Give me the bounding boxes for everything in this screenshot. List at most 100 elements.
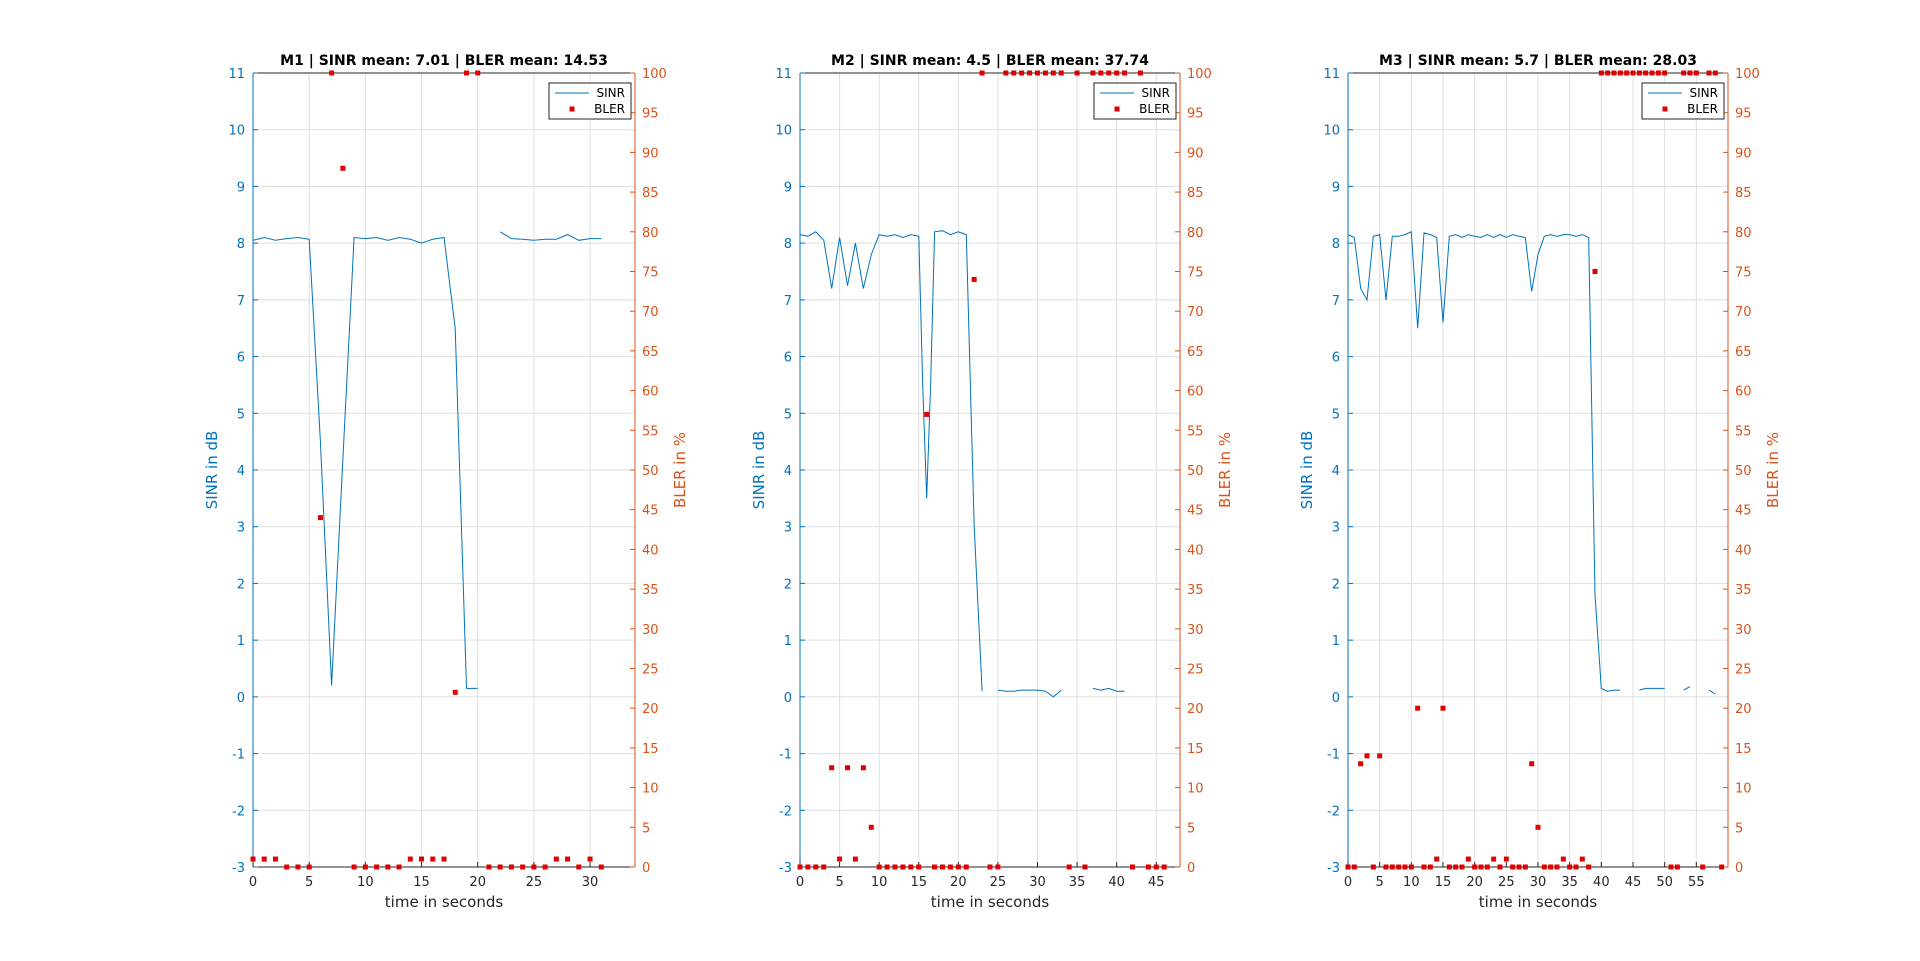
right-tick-label: 5 [642,821,650,836]
left-tick-label: 11 [775,67,792,82]
bler-point [1161,864,1167,870]
left-tick-label: 4 [237,464,245,479]
x-tick-label: 35 [1561,875,1578,890]
right-tick-label: 60 [642,385,659,400]
bler-point [1554,864,1560,870]
right-tick-label: 80 [1187,226,1204,241]
right-tick-label: 85 [642,186,659,201]
right-tick-label: 85 [1187,186,1204,201]
left-tick-label: 8 [237,237,245,252]
bler-point [295,864,301,870]
right-tick-label: 15 [642,742,659,757]
legend-box[interactable] [1641,82,1725,120]
series-sinr [799,230,1125,698]
left-tick-label: 9 [237,180,245,195]
bler-point [868,824,874,830]
bler-point [1465,856,1471,862]
bler-point [1434,856,1440,862]
legend[interactable]: SINR BLER [548,82,632,120]
right-tick-label: 40 [1187,543,1204,558]
right-tick-label: 45 [1187,504,1204,519]
bler-point [1624,70,1630,76]
bler-point [845,765,850,771]
left-tick-label: 5 [237,407,245,422]
y2-axis-label: BLER in % [1764,432,1782,508]
legend-swatch-bler [569,106,575,112]
bler-point [452,689,458,695]
left-tick-label: -2 [1327,804,1340,819]
right-tick-label: 95 [1735,107,1752,122]
x-tick-label: 25 [526,875,543,890]
bler-point [1535,824,1541,830]
x-tick-label: 30 [1530,875,1547,890]
right-tick-label: 40 [642,543,659,558]
x-tick-label: 40 [1593,875,1610,890]
right-tick-label: 35 [1187,583,1204,598]
bler-point [1472,864,1478,870]
right-tick-label: 55 [1735,424,1752,439]
bler-point [1446,864,1452,870]
left-tick-label: 3 [1332,521,1340,536]
left-tick-label: 10 [775,124,792,139]
bler-point [1383,864,1389,870]
chart-title: M1 | SINR mean: 7.01 | BLER mean: 14.53 [280,53,608,69]
left-tick-label: 6 [1332,351,1340,366]
series-sinr [252,231,602,689]
legend[interactable]: SINR BLER [1093,82,1177,120]
bler-point [250,856,256,862]
bler-point [419,856,425,862]
right-tick-label: 0 [1187,861,1195,876]
bler-point [272,856,278,862]
right-tick-label: 10 [642,782,659,797]
bler-point [1503,856,1509,862]
bler-point [1706,70,1712,76]
right-tick-label: 30 [1187,623,1204,638]
right-tick-label: 50 [1735,464,1752,479]
left-tick-label: 0 [237,691,245,706]
bler-point [1364,753,1370,759]
x-tick-label: 10 [1403,875,1420,890]
chart-panel-2: -3-2-10123456789101105101520253035404550… [750,53,1234,911]
left-tick-label: 8 [784,237,792,252]
left-tick-label: 4 [784,464,792,479]
left-tick-label: 5 [784,407,792,422]
right-tick-label: 5 [1187,821,1195,836]
legend[interactable]: SINR BLER [1641,82,1725,120]
bler-point [306,864,312,870]
bler-point [1592,269,1598,274]
left-tick-label: -1 [779,748,792,763]
chart-title: M3 | SINR mean: 5.7 | BLER mean: 28.03 [1379,53,1697,69]
bler-point [813,864,819,870]
right-tick-label: 35 [1735,583,1752,598]
right-tick-label: 100 [642,67,667,82]
bler-point [407,856,413,862]
left-tick-label: 6 [784,351,792,366]
bler-point [1402,864,1408,870]
bler-point [1019,70,1025,76]
bler-point [971,276,977,282]
right-tick-label: 55 [642,424,659,439]
bler-point [587,856,593,862]
right-tick-label: 100 [1735,67,1760,82]
bler-point [916,864,922,870]
bler-point [1617,70,1623,76]
left-tick-label: 4 [1332,464,1340,479]
bler-point [1655,70,1661,76]
bler-point [963,864,969,870]
bler-point [852,856,858,862]
legend-label-sinr: SINR [597,86,625,100]
bler-point [932,864,938,870]
bler-point [1440,705,1446,711]
legend-box[interactable] [1093,82,1177,120]
bler-point [995,864,1001,870]
bler-point [284,864,290,870]
bler-point [1687,70,1693,76]
bler-point [1098,70,1104,76]
left-tick-label: -3 [232,861,245,876]
legend-swatch-bler [1114,106,1120,112]
bler-point [1681,70,1687,76]
legend-box[interactable] [548,82,632,120]
right-tick-label: 25 [642,663,659,678]
bler-point [1035,70,1040,76]
